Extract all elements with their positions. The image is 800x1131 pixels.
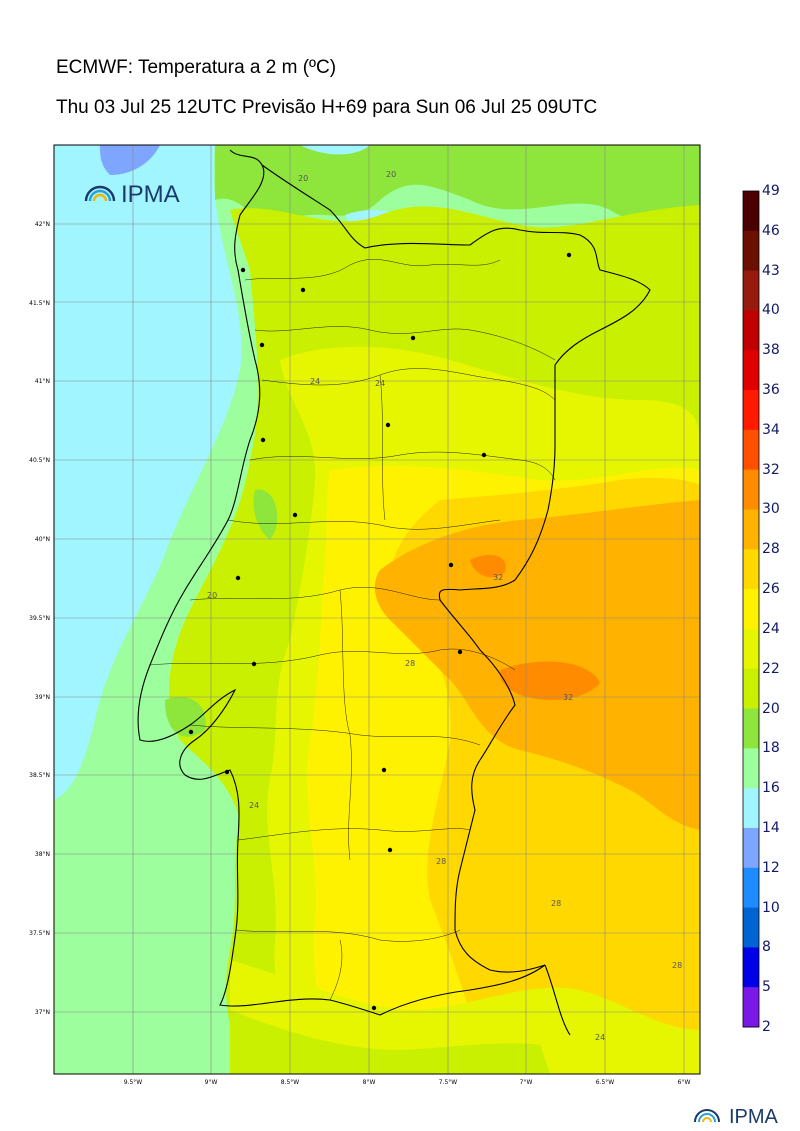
svg-text:6.5°W: 6.5°W bbox=[596, 1079, 615, 1086]
colorbar-segment bbox=[743, 589, 759, 630]
colorbar-segment bbox=[743, 907, 759, 948]
colorbar-tick-label: 2 bbox=[762, 1019, 771, 1035]
colorbar-segment bbox=[743, 708, 759, 749]
colorbar-tick-label: 16 bbox=[762, 780, 780, 797]
contour-label: 24 bbox=[375, 379, 385, 388]
contour-label: 24 bbox=[595, 1033, 605, 1042]
temperature-field bbox=[54, 145, 700, 1074]
ipma-logo: IPMA bbox=[84, 181, 180, 208]
svg-text:7.5°W: 7.5°W bbox=[439, 1079, 458, 1086]
map-frame bbox=[53, 144, 701, 1075]
svg-text:41.5°N: 41.5°N bbox=[29, 300, 50, 307]
colorbar-tick-label: 14 bbox=[762, 819, 780, 836]
contour-label: 28 bbox=[672, 961, 682, 970]
svg-text:38°N: 38°N bbox=[35, 851, 50, 858]
svg-text:6°W: 6°W bbox=[678, 1079, 691, 1086]
colorbar-tick-label: 20 bbox=[762, 700, 780, 717]
colorbar-tick-label: 43 bbox=[762, 262, 780, 279]
map-subtitle: Thu 03 Jul 25 12UTC Previsão H+69 para S… bbox=[56, 97, 598, 118]
colorbar-tick-label: 26 bbox=[762, 581, 780, 598]
svg-text:39°N: 39°N bbox=[35, 694, 50, 701]
svg-text:42°N: 42°N bbox=[35, 221, 50, 228]
colorbar-segment bbox=[743, 230, 759, 272]
map-title: ECMWF: Temperatura a 2 m (ºC) bbox=[56, 57, 337, 78]
colorbar-segment bbox=[743, 350, 759, 391]
colorbar-tick-label: 24 bbox=[762, 620, 780, 637]
contour-label: 28 bbox=[405, 659, 415, 668]
svg-text:39.5°N: 39.5°N bbox=[29, 615, 50, 622]
city-markers bbox=[188, 252, 572, 1011]
svg-text:8.5°W: 8.5°W bbox=[281, 1079, 300, 1086]
latitude-labels: 42°N 41.5°N 41°N 40.5°N 40°N 39.5°N 39°N… bbox=[29, 221, 50, 1016]
contour-label: 28 bbox=[436, 857, 446, 866]
rainbow-icon bbox=[84, 185, 116, 202]
colorbar-segment bbox=[743, 390, 759, 431]
rainbow-icon bbox=[694, 1109, 720, 1123]
colorbar-tick-label: 38 bbox=[762, 342, 780, 359]
colorbar-tick-label: 10 bbox=[762, 899, 780, 916]
contour-label: 24 bbox=[310, 377, 320, 386]
contour-label: 32 bbox=[563, 693, 573, 702]
logo-text: IPMA bbox=[121, 181, 180, 208]
colorbar-tick-label: 8 bbox=[762, 939, 771, 956]
country-border bbox=[261, 164, 651, 973]
colorbar-segment bbox=[743, 827, 759, 869]
colorbar-segment bbox=[743, 628, 759, 670]
colorbar-tick-label: 5 bbox=[762, 979, 771, 996]
svg-text:40°N: 40°N bbox=[35, 536, 50, 543]
footer-logo-text: IPMA bbox=[729, 1106, 779, 1128]
colorbar bbox=[742, 190, 760, 1028]
svg-text:7°W: 7°W bbox=[520, 1079, 533, 1086]
colorbar-tick-label: 12 bbox=[762, 859, 780, 876]
colorbar-tick-label: 32 bbox=[762, 461, 780, 478]
svg-text:41°N: 41°N bbox=[35, 378, 50, 385]
svg-text:8°W: 8°W bbox=[363, 1079, 376, 1086]
colorbar-segment bbox=[743, 509, 759, 550]
district-borders bbox=[149, 259, 556, 1001]
colorbar-segment bbox=[743, 788, 759, 829]
colorbar-frame bbox=[742, 190, 760, 1028]
colorbar-tick-label: 28 bbox=[762, 541, 780, 558]
colorbar-segment bbox=[743, 549, 759, 590]
colorbar-segment bbox=[743, 191, 759, 232]
colorbar-tick-label: 49 bbox=[762, 183, 780, 199]
colorbar-segment bbox=[743, 469, 759, 510]
colorbar-tick-label: 18 bbox=[762, 740, 780, 757]
svg-text:9°W: 9°W bbox=[205, 1079, 218, 1086]
colorbar-segment bbox=[743, 429, 759, 471]
footer-ipma-logo: IPMA bbox=[694, 1106, 779, 1128]
colorbar-segment bbox=[743, 987, 759, 1028]
colorbar-segment bbox=[743, 947, 759, 988]
contour-label: 20 bbox=[207, 591, 217, 600]
svg-text:9.5°W: 9.5°W bbox=[124, 1079, 143, 1086]
contour-labels: 20 20 24 24 32 28 20 32 24 28 28 28 24 bbox=[207, 170, 682, 1042]
svg-text:37°N: 37°N bbox=[35, 1009, 50, 1016]
longitude-labels: 9.5°W 9°W 8.5°W 8°W 7.5°W 7°W 6.5°W 6°W bbox=[124, 1079, 691, 1086]
svg-text:38.5°N: 38.5°N bbox=[29, 772, 50, 779]
colorbar-tick-label: 30 bbox=[762, 501, 780, 518]
contour-label: 28 bbox=[551, 899, 561, 908]
colorbar-segment bbox=[743, 748, 759, 789]
colorbar-segment bbox=[743, 867, 759, 909]
svg-text:37.5°N: 37.5°N bbox=[29, 930, 50, 937]
svg-text:40.5°N: 40.5°N bbox=[29, 457, 50, 464]
colorbar-segment bbox=[743, 310, 759, 351]
contour-label: 24 bbox=[249, 801, 259, 810]
contour-label: 32 bbox=[493, 573, 503, 582]
contour-label: 20 bbox=[298, 174, 308, 183]
colorbar-tick-label: 40 bbox=[762, 302, 780, 319]
colorbar-segment bbox=[743, 668, 759, 710]
contour-label: 20 bbox=[386, 170, 396, 179]
colorbar-segment bbox=[743, 270, 759, 311]
colorbar-tick-label: 46 bbox=[762, 222, 780, 239]
colorbar-tick-label: 36 bbox=[762, 382, 780, 399]
colorbar-tick-label: 34 bbox=[762, 421, 780, 438]
colorbar-tick-label: 22 bbox=[762, 660, 780, 677]
coastline bbox=[137, 149, 571, 1036]
